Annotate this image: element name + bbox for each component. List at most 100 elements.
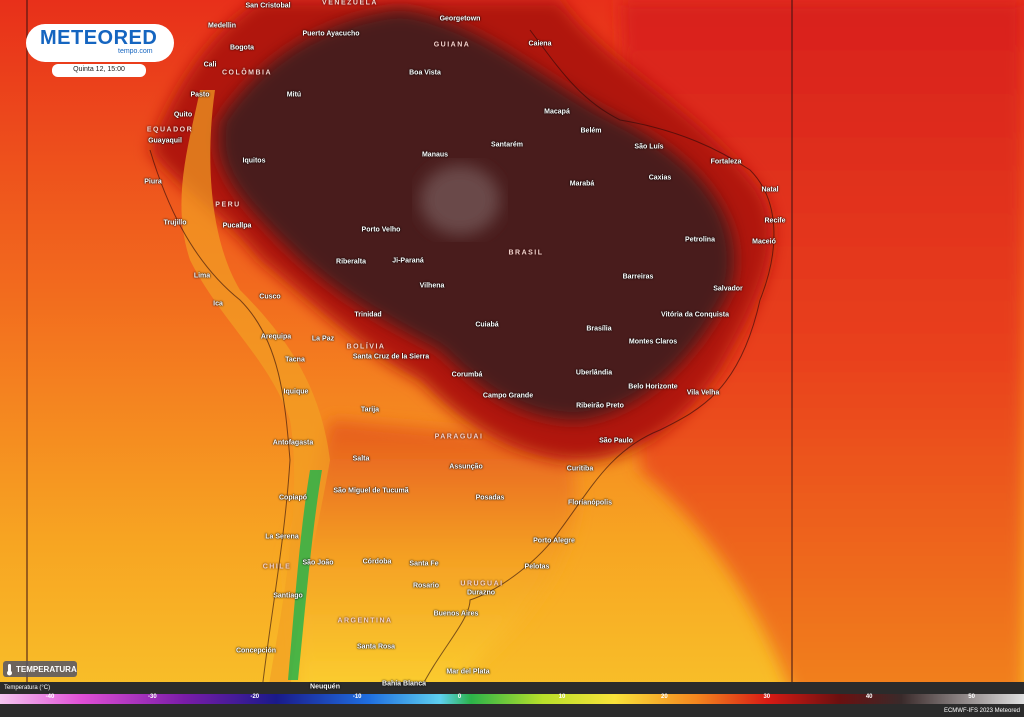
city-label: Córdoba — [362, 558, 392, 566]
city-label: Belo Horizonte — [628, 383, 678, 391]
city-label: Montes Claros — [628, 338, 678, 346]
city-label: Mitú — [286, 91, 302, 99]
city-label: Cuiabá — [475, 321, 499, 329]
city-label: Recife — [764, 217, 786, 225]
city-label: Santa Cruz de la Sierra — [352, 353, 430, 361]
logo-sub: tempo.com — [118, 48, 153, 55]
city-label: São Paulo — [599, 437, 633, 445]
city-label: Ribeirão Preto — [576, 402, 624, 410]
color-scale — [0, 694, 1024, 704]
thermometer-icon — [8, 664, 11, 672]
city-label: Pucallpa — [222, 222, 252, 230]
city-label: Vilhena — [419, 282, 445, 290]
country-label: COLÔMBIA — [221, 69, 273, 77]
country-label: BRASIL — [508, 249, 544, 257]
hot-core — [420, 165, 500, 235]
city-label: Brasília — [586, 325, 612, 333]
scale-tick-label: 40 — [865, 694, 873, 700]
city-label: Vitória da Conquista — [661, 311, 729, 319]
city-label: Uberlândia — [575, 369, 613, 377]
city-label: Fortaleza — [710, 158, 742, 166]
city-label: Assunção — [449, 463, 483, 471]
city-label: Cali — [203, 61, 217, 69]
city-label: Posadas — [475, 494, 505, 502]
city-label: Rosario — [412, 582, 440, 590]
thermometer-icon — [7, 670, 12, 676]
city-label: Quito — [173, 111, 193, 119]
coastline — [149, 29, 775, 691]
country-label: CHILE — [262, 563, 292, 571]
city-label: São Luís — [634, 143, 664, 151]
country-label: PARAGUAI — [434, 433, 484, 441]
city-label: Concepción — [235, 647, 277, 655]
city-label: Belém — [580, 127, 602, 135]
city-label: Manaus — [421, 151, 449, 159]
city-label: Buenos Aires — [433, 610, 479, 618]
city-label: San Cristobal — [245, 2, 291, 10]
scale-tick-label: -40 — [45, 694, 55, 700]
city-label: Neuquén — [310, 683, 340, 691]
city-label: Santarém — [491, 141, 523, 149]
andes — [181, 90, 330, 690]
city-label: Bahía Blanca — [382, 680, 426, 688]
city-label: Natal — [761, 186, 779, 194]
credit: ECMWF-IFS 2023 Meteored — [943, 708, 1020, 714]
city-label: Ica — [213, 300, 223, 308]
city-label: Georgetown — [439, 15, 481, 23]
city-label: Porto Alegre — [533, 537, 575, 545]
city-label: Santiago — [273, 592, 303, 600]
city-label: Pelotas — [524, 563, 550, 571]
country-label: GUIANA — [433, 41, 471, 49]
city-label: São João — [302, 559, 334, 567]
city-label: Porto Velho — [361, 226, 401, 234]
city-label: Copiapó — [279, 494, 307, 502]
city-label: Trinidad — [354, 311, 382, 319]
city-label: Piura — [144, 178, 162, 186]
city-label: Santa Fe — [409, 560, 439, 568]
city-label: Salta — [352, 455, 370, 463]
scale-tick-label: -20 — [250, 694, 260, 700]
scale-tick-label: 10 — [558, 694, 566, 700]
city-label: São Miguel de Tucumã — [333, 487, 409, 495]
city-label: Ji-Paraná — [392, 257, 424, 265]
layer-name: TEMPERATURA — [16, 665, 77, 674]
country-label: PERU — [215, 201, 241, 209]
layer-badge — [3, 661, 77, 677]
city-label: Tacna — [285, 356, 305, 364]
city-label: Guayaquil — [148, 137, 182, 145]
city-label: Puerto Ayacucho — [302, 30, 360, 38]
city-label: Macapá — [544, 108, 570, 116]
city-label: Durazno — [467, 589, 495, 597]
city-label: Pasto — [190, 91, 210, 99]
country-label: VENEZUELA — [322, 0, 378, 7]
scale-tick-label: 20 — [661, 694, 668, 700]
city-label: Florianópolis — [568, 499, 612, 507]
city-label: Arequipa — [260, 333, 292, 341]
city-label: Boa Vista — [409, 69, 441, 77]
scale-tick-label: 50 — [968, 694, 975, 700]
city-label: Marabá — [569, 180, 595, 188]
scale-tick-label: 0 — [457, 694, 462, 700]
andes-cool — [288, 470, 322, 680]
logo: METEORED — [40, 27, 158, 49]
city-label: Salvador — [713, 285, 743, 293]
city-label: Iquitos — [242, 157, 266, 165]
city-label: Curitiba — [566, 465, 594, 473]
country-label: EQUADOR — [146, 126, 194, 134]
scale-tick-label: -10 — [352, 694, 362, 700]
country-label: URUGUAI — [460, 580, 504, 588]
city-label: Trujillo — [163, 219, 187, 227]
scale-tick-label: -30 — [148, 694, 157, 700]
legend-title: Temperatura (°C) — [4, 685, 51, 691]
city-label: Cusco — [259, 293, 281, 301]
city-label: Maceió — [752, 238, 776, 246]
time-badge — [52, 64, 146, 77]
logo-badge — [26, 24, 174, 62]
city-label: Corumbá — [451, 371, 483, 379]
city-label: Caxias — [648, 174, 672, 182]
city-label: Caiena — [528, 40, 552, 48]
city-label: Riberalta — [336, 258, 366, 266]
city-label: La Serena — [265, 533, 299, 541]
argentina-heat — [290, 420, 577, 700]
scale-tick-label: 30 — [763, 694, 771, 700]
